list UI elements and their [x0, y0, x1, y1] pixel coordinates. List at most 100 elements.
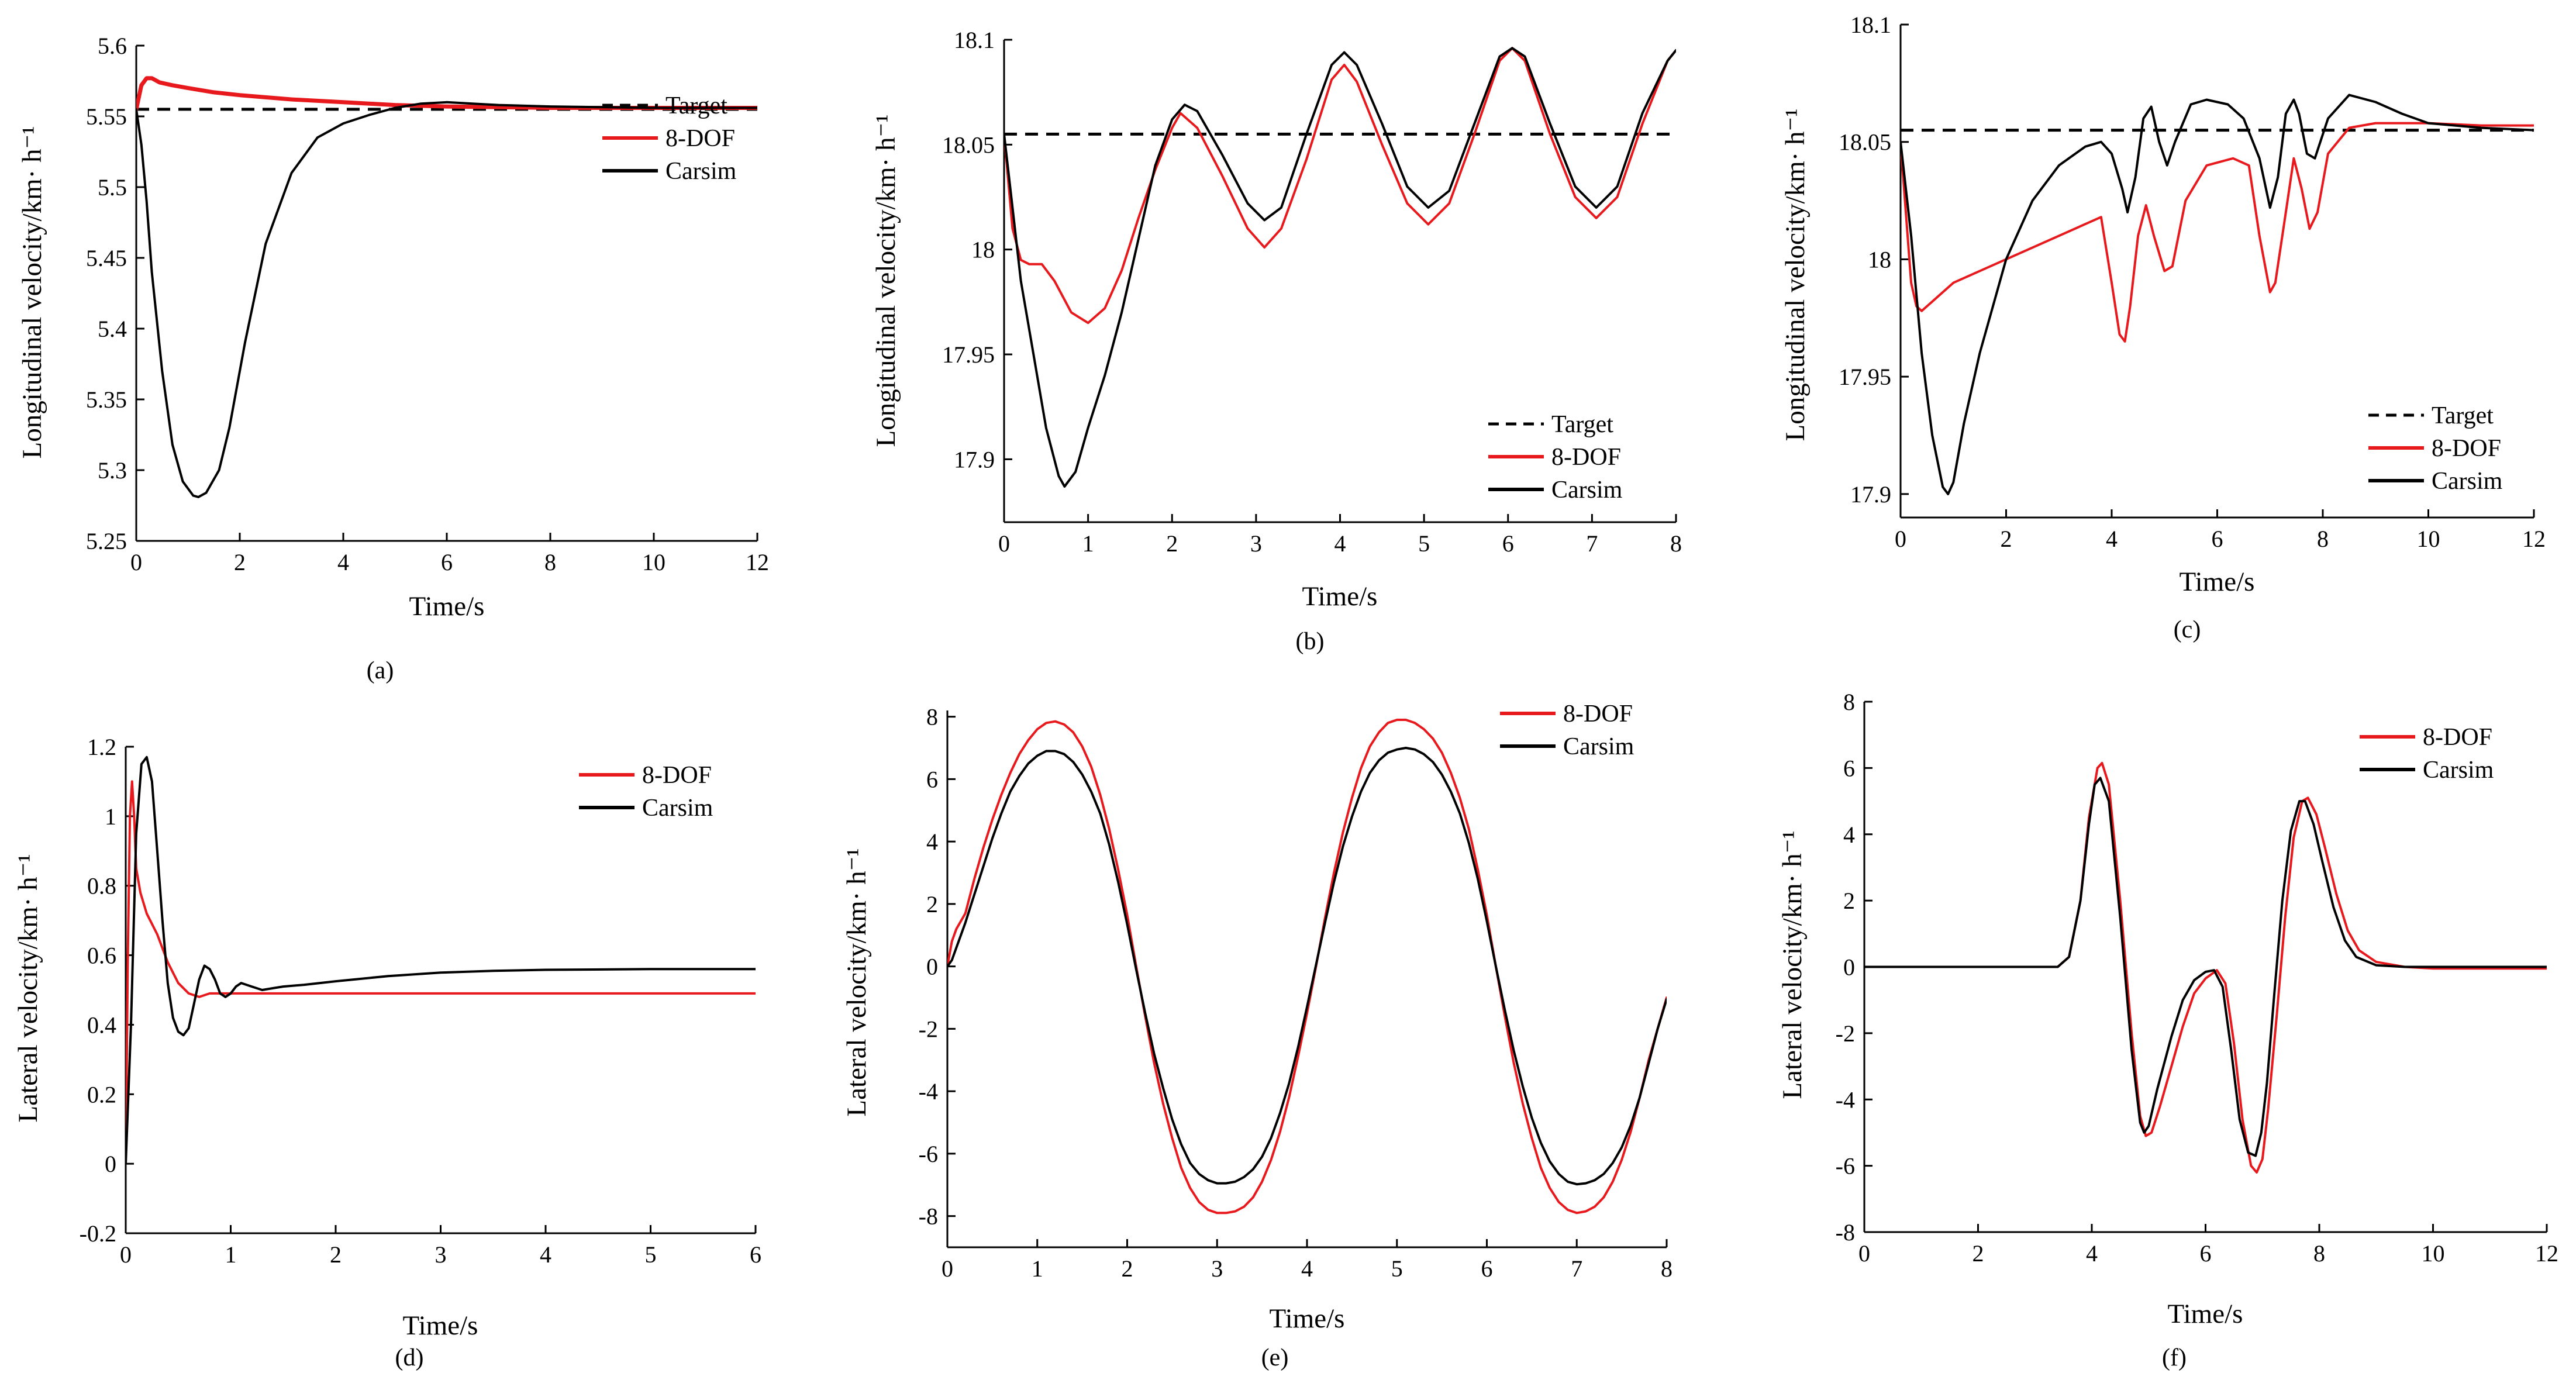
panel-caption: (e) — [1261, 1344, 1289, 1371]
y-tick-label: -2 — [919, 1016, 938, 1042]
panel-caption: (a) — [367, 657, 394, 684]
panel-f: 0 2 4 6 8 10 12 -8 -6 -4 -2 0 2 4 6 8 8-DOF Carsim Time/s L… — [1777, 689, 2558, 1371]
panel-c: 0 2 4 6 8 10 12 17.9 17.95 18 18.05 18.1 Target 8-DOF… — [1780, 12, 2546, 643]
y-tick-label: 0 — [926, 954, 938, 980]
legend-label: 8-DOF — [1551, 444, 1621, 471]
x-tick-label: 1 — [1082, 530, 1094, 557]
x-tick-label: 6 — [1502, 530, 1514, 557]
x-tick-label: 12 — [2522, 526, 2546, 552]
y-tick-label: 5.35 — [86, 387, 127, 413]
x-tick-label: 2 — [1972, 1240, 1984, 1267]
y-axis-label: Lateral velocity/km· h⁻¹ — [13, 854, 43, 1122]
y-tick-label: 5.4 — [98, 316, 127, 342]
x-tick-label: 2 — [2001, 526, 2012, 552]
y-tick-label: 0.2 — [87, 1081, 116, 1108]
y-tick-label: 6 — [926, 766, 938, 792]
x-tick-label: 12 — [746, 549, 769, 575]
legend-label: Target — [665, 92, 727, 119]
x-tick-label: 5 — [1391, 1255, 1403, 1282]
y-tick-label: 5.45 — [86, 245, 127, 271]
y-tick-label: 8 — [926, 704, 938, 730]
x-axis-label: Time/s — [1270, 1303, 1345, 1334]
x-tick-label: 7 — [1571, 1255, 1582, 1282]
legend-label: Target — [2432, 402, 2494, 429]
y-tick-label: 17.95 — [942, 341, 995, 368]
y-tick-label: -2 — [1836, 1020, 1855, 1047]
x-tick-label: 2 — [1166, 530, 1178, 557]
y-tick-label: -4 — [919, 1078, 938, 1105]
legend-label: Carsim — [1563, 733, 1634, 760]
legend-label: 8-DOF — [665, 125, 735, 152]
series-line-carsim — [1901, 94, 2534, 495]
x-tick-label: 6 — [2200, 1240, 2212, 1267]
series-line-8-dof — [1864, 761, 2547, 1174]
x-tick-label: 1 — [225, 1241, 237, 1268]
panel-caption: (d) — [395, 1344, 424, 1371]
x-tick-label: 0 — [1895, 526, 1906, 552]
y-tick-label: 2 — [1843, 888, 1855, 914]
y-axis-label: Lateral velocity/km· h⁻¹ — [842, 848, 872, 1116]
series-line-carsim — [126, 756, 756, 1165]
x-tick-label: 3 — [435, 1241, 447, 1268]
y-tick-label: 5.25 — [86, 528, 127, 554]
panel-caption: (b) — [1296, 628, 1325, 655]
y-tick-label: 0.6 — [87, 943, 116, 969]
series-line-8-dof — [136, 76, 757, 112]
panel-caption: (c) — [2174, 616, 2201, 643]
y-axis-label: Lateral velocity/km· h⁻¹ — [1777, 830, 1808, 1099]
x-tick-label: 3 — [1211, 1255, 1223, 1282]
x-tick-label: 4 — [2086, 1240, 2098, 1267]
y-tick-label: -6 — [919, 1141, 938, 1167]
x-tick-label: 2 — [330, 1241, 342, 1268]
y-tick-label: -8 — [919, 1203, 938, 1230]
series-line-8-dof — [947, 719, 1667, 1215]
y-tick-label: 0.4 — [87, 1012, 116, 1038]
y-tick-label: 5.3 — [98, 457, 127, 484]
panel-a: 0 2 4 6 8 10 12 5.25 5.3 5.35 5.4 5.45 5.5 5.55 5.6 Tar… — [17, 33, 769, 684]
x-tick-label: 10 — [2417, 526, 2440, 552]
series-line-8-dof — [1004, 47, 1676, 325]
y-axis-label: Longitudinal velocity/km· h⁻¹ — [871, 115, 901, 447]
legend-label: Carsim — [665, 158, 737, 185]
panel-d: 0 1 2 3 4 5 6-0.200.20.40.60.811.28-DOFCarsimT… — [13, 734, 761, 1371]
x-tick-label: 2 — [234, 549, 246, 575]
series-line-8-dof — [1901, 122, 2534, 343]
x-tick-label: 6 — [2212, 526, 2223, 552]
y-tick-label: 17.95 — [1839, 364, 1891, 390]
x-tick-label: 6 — [750, 1241, 761, 1268]
y-tick-label: -4 — [1836, 1086, 1855, 1113]
legend-label: Carsim — [1551, 477, 1623, 503]
x-tick-label: 0 — [120, 1241, 132, 1268]
legend-label: 8-DOF — [642, 762, 712, 789]
x-tick-label: 6 — [441, 549, 453, 575]
x-tick-label: 12 — [2535, 1240, 2558, 1267]
y-tick-label: 4 — [1843, 822, 1855, 848]
y-tick-label: 17.9 — [1850, 481, 1891, 508]
x-tick-label: 5 — [645, 1241, 657, 1268]
x-tick-label: 5 — [1418, 530, 1430, 557]
x-tick-label: 6 — [1481, 1255, 1493, 1282]
y-tick-label: 18.05 — [1839, 129, 1891, 156]
panel-caption: (f) — [2162, 1344, 2187, 1371]
x-tick-label: 8 — [2313, 1240, 2325, 1267]
x-axis-label: Time/s — [403, 1310, 478, 1341]
x-tick-label: 8 — [2317, 526, 2329, 552]
panel-e: 0 1 2 3 4 5 6 7 8 -8 -6 -4 -2 0 2 4 6 8 8-DOF Carsim Time/s L… — [842, 701, 1672, 1371]
series-line-carsim — [1864, 777, 2547, 1157]
x-axis-label: Time/s — [1302, 581, 1378, 612]
x-tick-label: 8 — [544, 549, 556, 575]
legend-label: Carsim — [2423, 757, 2494, 784]
y-tick-label: 8 — [1843, 689, 1855, 715]
x-tick-label: 10 — [642, 549, 665, 575]
y-tick-label: 1 — [105, 803, 116, 830]
legend-label: Carsim — [642, 795, 713, 822]
y-axis-label: Longitudinal velocity/km· h⁻¹ — [1780, 109, 1811, 441]
x-axis-label: Time/s — [2180, 567, 2255, 597]
y-tick-label: 0.8 — [87, 873, 116, 899]
y-tick-label: 1.2 — [87, 734, 116, 760]
y-tick-label: 4 — [926, 829, 938, 855]
y-tick-label: 5.5 — [98, 174, 127, 201]
x-tick-label: 8 — [1661, 1255, 1672, 1282]
x-tick-label: 4 — [1334, 530, 1346, 557]
